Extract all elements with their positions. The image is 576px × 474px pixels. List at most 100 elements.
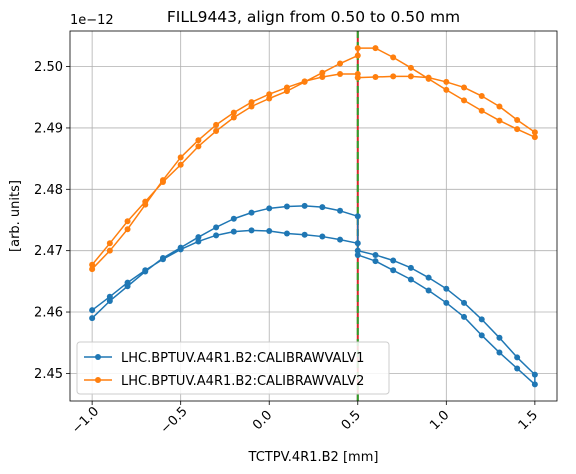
- data-point-v2: [266, 95, 273, 102]
- data-point-v1: [354, 251, 361, 258]
- data-point-v1: [478, 316, 485, 323]
- legend-marker-v1: [95, 354, 101, 360]
- data-point-v2: [266, 91, 273, 98]
- data-point-v1: [230, 228, 237, 235]
- y-tick-label: 2.49: [34, 121, 63, 136]
- data-point-v2: [177, 161, 184, 168]
- data-point-v2: [443, 78, 450, 85]
- data-point-v1: [531, 371, 538, 378]
- data-point-v2: [89, 266, 96, 273]
- data-point-v2: [195, 137, 202, 144]
- y-tick-label: 2.46: [34, 306, 63, 321]
- data-point-v1: [390, 267, 397, 274]
- data-point-v2: [301, 78, 308, 85]
- data-point-v1: [195, 234, 202, 241]
- data-point-v1: [461, 299, 468, 306]
- data-point-v1: [301, 231, 308, 238]
- legend-label-v1: LHC.BPTUV.A4R1.B2:CALIBRAWVALV1: [121, 351, 364, 366]
- data-point-v1: [266, 205, 273, 212]
- data-point-v2: [106, 240, 113, 247]
- data-point-v2: [354, 70, 361, 77]
- data-point-v1: [213, 232, 220, 239]
- data-point-v2: [142, 201, 149, 208]
- data-point-v1: [443, 299, 450, 306]
- data-point-v2: [390, 73, 397, 80]
- data-point-v2: [213, 128, 220, 135]
- legend: LHC.BPTUV.A4R1.B2:CALIBRAWVALV1 LHC.BPTU…: [76, 341, 390, 395]
- data-point-v1: [514, 365, 521, 372]
- chart-title: FILL9443, align from 0.50 to 0.50 mm: [167, 8, 460, 26]
- data-point-v1: [461, 313, 468, 320]
- data-point-v2: [496, 103, 503, 110]
- data-point-v1: [478, 332, 485, 339]
- data-point-v1: [496, 349, 503, 356]
- x-axis-label: TCTPV.4R1.B2 [mm]: [248, 450, 379, 465]
- data-point-v1: [195, 238, 202, 245]
- y-tick-label: 2.45: [34, 367, 63, 382]
- data-point-v2: [372, 74, 379, 81]
- data-point-v1: [89, 315, 96, 322]
- data-point-v2: [390, 54, 397, 61]
- y-axis-label: [arb. units]: [8, 180, 23, 252]
- y-tick-label: 2.50: [34, 60, 63, 75]
- data-point-v2: [230, 109, 237, 116]
- data-point-v1: [159, 255, 166, 262]
- data-point-v1: [443, 285, 450, 292]
- data-point-v1: [319, 233, 326, 240]
- data-point-v1: [266, 228, 273, 235]
- data-point-v2: [89, 261, 96, 268]
- data-point-v2: [124, 226, 131, 233]
- data-point-v1: [390, 257, 397, 264]
- data-point-v2: [283, 84, 290, 91]
- data-point-v1: [248, 209, 255, 216]
- data-point-v2: [372, 45, 379, 52]
- data-point-v2: [478, 93, 485, 100]
- data-point-v2: [248, 103, 255, 110]
- data-point-v1: [372, 251, 379, 258]
- data-point-v2: [319, 74, 326, 81]
- data-point-v2: [461, 84, 468, 91]
- data-point-v1: [337, 207, 344, 214]
- data-point-v1: [89, 307, 96, 314]
- data-point-v2: [461, 97, 468, 104]
- data-point-v1: [407, 264, 414, 271]
- data-point-v1: [177, 244, 184, 251]
- data-point-v1: [354, 213, 361, 220]
- data-point-v1: [124, 283, 131, 290]
- data-point-v2: [354, 45, 361, 52]
- data-point-v2: [407, 73, 414, 80]
- data-point-v2: [177, 154, 184, 161]
- plot-frame: [69, 30, 558, 402]
- data-point-v1: [283, 230, 290, 237]
- data-point-v1: [354, 247, 361, 254]
- data-point-v1: [301, 202, 308, 209]
- data-point-v1: [337, 236, 344, 243]
- data-point-v2: [159, 177, 166, 184]
- data-point-v2: [531, 129, 538, 136]
- data-point-v1: [496, 334, 503, 341]
- data-point-v2: [319, 69, 326, 76]
- data-point-v2: [195, 143, 202, 150]
- y-offset-label: 1e−12: [70, 13, 114, 28]
- data-point-v1: [514, 354, 521, 361]
- data-point-v1: [142, 268, 149, 275]
- data-point-v1: [372, 258, 379, 265]
- y-tick-label: 2.47: [34, 244, 63, 259]
- legend-box: [76, 341, 390, 395]
- data-point-v2: [478, 107, 485, 114]
- data-point-v1: [407, 276, 414, 283]
- data-point-v1: [319, 204, 326, 211]
- data-point-v1: [425, 274, 432, 281]
- data-point-v2: [425, 74, 432, 81]
- data-point-v1: [213, 224, 220, 231]
- data-point-v2: [230, 114, 237, 121]
- data-point-v2: [337, 70, 344, 77]
- data-point-v2: [531, 134, 538, 141]
- data-point-v1: [230, 215, 237, 222]
- data-point-v1: [248, 227, 255, 234]
- data-point-v1: [354, 240, 361, 247]
- data-point-v2: [106, 247, 113, 254]
- data-point-v2: [124, 218, 131, 225]
